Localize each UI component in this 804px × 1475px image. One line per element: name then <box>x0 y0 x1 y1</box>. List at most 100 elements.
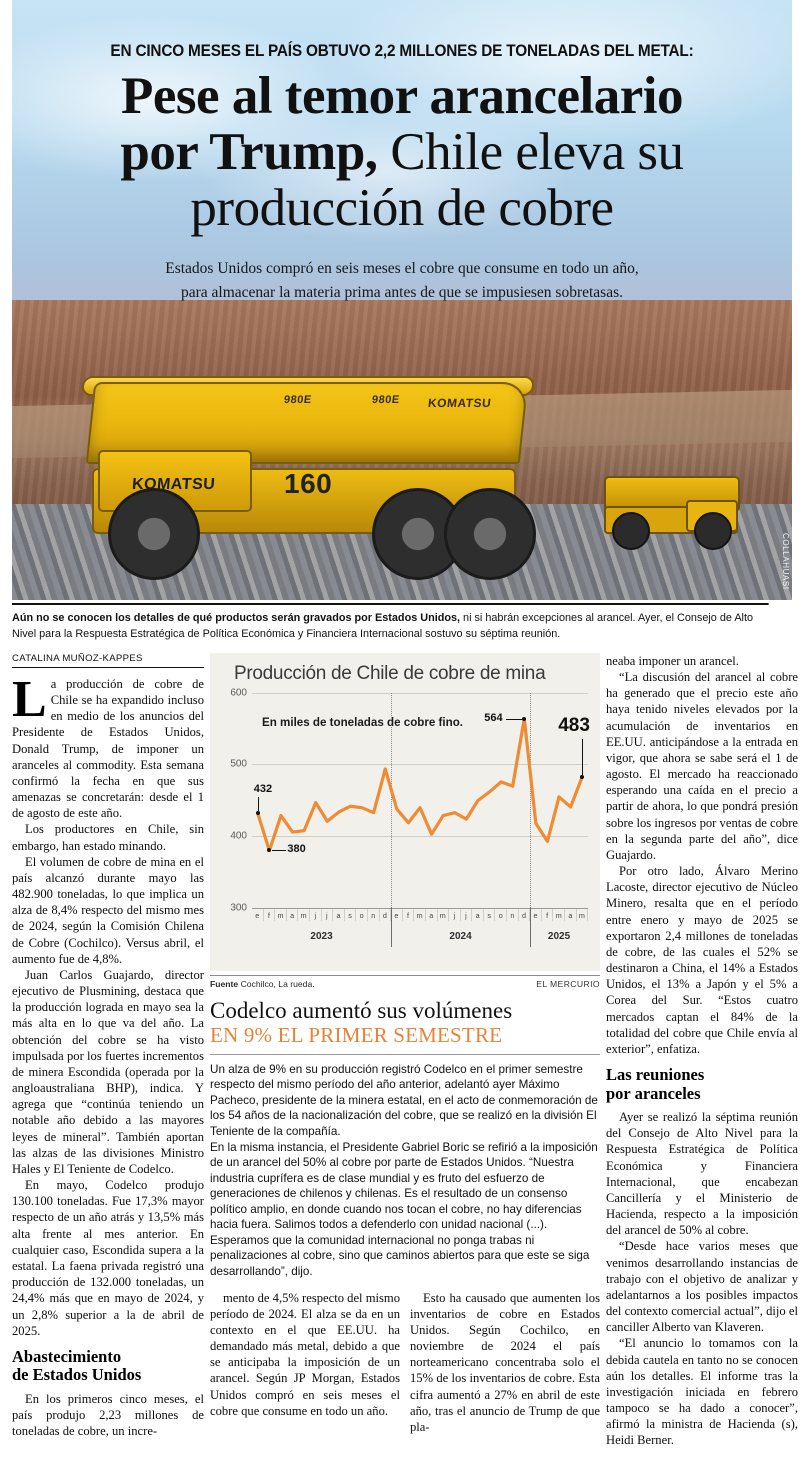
chart-gridline <box>252 764 588 766</box>
chart-month-tick: d <box>519 908 531 921</box>
chart-year-separator <box>530 906 532 947</box>
chart-data-point <box>580 774 585 779</box>
chart-gridline <box>252 692 588 694</box>
headline-block: EN CINCO MESES EL PAÍS OBTUVO 2,2 MILLON… <box>12 0 792 305</box>
chart-annotation: 380 <box>287 843 306 856</box>
chart-month-tick: s <box>345 908 357 921</box>
chart-y-tick: 600 <box>230 687 247 699</box>
paragraph: Juan Carlos Guajardo, director ejecutivo… <box>12 967 204 1176</box>
paragraph: “La discusión del arancel al cobre ha ge… <box>606 669 798 862</box>
chart-annotation-leader <box>272 850 287 852</box>
byline: CATALINA MUÑOZ-KAPPES <box>12 653 204 668</box>
divider <box>210 1053 600 1055</box>
subhead-line-2: por aranceles <box>606 1083 701 1103</box>
paragraph: Por otro lado, Álvaro Merino Lacoste, di… <box>606 864 798 1056</box>
chart-month-tick: o <box>495 908 508 921</box>
chart-brand: EL MERCURIO <box>536 978 600 989</box>
left-column-text-cont: En los primeros cinco meses, el país pro… <box>12 1391 204 1440</box>
chart-month-tick: j <box>449 908 461 921</box>
drop-cap: L <box>12 670 47 728</box>
photo-caption: Aún no se conocen los detalles de qué pr… <box>12 603 769 643</box>
chart-y-tick: 300 <box>230 902 247 914</box>
paragraph: Los productores en Chile, sin embargo, h… <box>12 822 204 853</box>
standfirst-line-2: para almacenar la materia prima antes de… <box>181 283 623 301</box>
chart-year-label: 2023 <box>310 930 333 942</box>
subhead-line-2: de Estados Unidos <box>12 1365 142 1385</box>
chart-year-separator <box>391 906 393 947</box>
chart-month-tick: a <box>426 908 438 921</box>
truck-model-label: 980E <box>371 394 401 406</box>
chart-month-tick: j <box>322 908 334 921</box>
chart-note: En miles de toneladas de cobre fino. <box>262 715 464 729</box>
secondary-truck-wheel <box>694 512 732 550</box>
secondary-truck-icon <box>598 470 746 552</box>
chart-annotation: 432 <box>253 783 273 796</box>
photo-caption-lead: Aún no se conocen los detalles de qué pr… <box>12 612 461 624</box>
chart-month-tick: f <box>542 908 554 921</box>
chart-annotation-leader <box>506 718 523 720</box>
chart-month-tick: o <box>356 908 368 921</box>
chart-data-point <box>255 811 260 816</box>
haul-truck-icon: KOMATSU 160 980E 980E KOMATSU <box>72 372 536 582</box>
chart-year-divider <box>530 692 532 908</box>
chart-gridline <box>252 836 588 838</box>
chart-month-tick: a <box>333 908 345 921</box>
paragraph: En la misma instancia, el Presidente Gab… <box>210 1140 598 1279</box>
chart-title: Producción de Chile de cobre de mina <box>234 662 546 684</box>
chart-data-point <box>267 848 272 853</box>
paragraph: “Desde hace varios meses que venimos des… <box>606 1239 798 1335</box>
chart-year-label: 2025 <box>547 930 571 942</box>
chart-month-tick: n <box>368 908 380 921</box>
chart-month-tick: m <box>577 908 589 921</box>
chart-plot-area: 300 400 500 600 432 380 564 483 <box>230 687 590 913</box>
chart-month-tick: m <box>553 908 566 921</box>
chart-month-tick: m <box>414 908 426 921</box>
chart-annotation: 483 <box>558 714 590 736</box>
paragraph: Un alza de 9% en su producción registró … <box>210 1062 598 1138</box>
chart-month-tick: m <box>275 908 287 921</box>
chart-year-label: 2024 <box>449 930 472 942</box>
paragraph-text: a producción de cobre de Chile se ha exp… <box>12 676 204 821</box>
bottom-column-right: Esto ha causado que aumenten los inventa… <box>410 1290 600 1436</box>
x-axis-line <box>252 907 588 909</box>
headline-line-3: producción de cobre <box>190 178 614 237</box>
subhead-line-1: Las reuniones <box>606 1065 705 1085</box>
chart-month-tick: d <box>380 908 392 921</box>
photo-caption-rest: ni si habrán excepciones al arancel. Aye… <box>12 612 754 640</box>
bottom-two-columns: mento de 4,5% respecto del mismo período… <box>210 1290 600 1436</box>
photo-credit: COLLAHUASI <box>781 533 790 590</box>
codelco-headline-line-1: Codelco aumentó sus volúmenes <box>210 997 513 1023</box>
secondary-truck-wheel <box>612 512 650 550</box>
bottom-column-left: mento de 4,5% respecto del mismo período… <box>210 1290 400 1436</box>
truck-wheel <box>444 488 536 580</box>
truck-number-label: 160 <box>284 468 333 499</box>
chart-month-tick: a <box>287 908 299 921</box>
right-column-text-cont: Ayer se realizó la séptima reunión del C… <box>606 1109 798 1449</box>
chart-source-label: Fuente <box>210 978 239 989</box>
chart-month-tick: a <box>472 908 484 921</box>
paragraph: El volumen de cobre de mina en el país a… <box>12 854 204 966</box>
headline-line-2: por Trump, Chile eleva su <box>12 125 792 179</box>
standfirst-line-1: Estados Unidos compró en seis meses el c… <box>165 259 639 277</box>
paragraph: En mayo, Codelco produjo 130.100 tonelad… <box>12 1178 204 1338</box>
hero-photo: KOMATSU 160 980E 980E KOMATSU COLLAHUASI… <box>12 0 792 600</box>
chart-month-tick: e <box>252 908 264 921</box>
codelco-text: Un alza de 9% en su producción registró … <box>210 1062 600 1280</box>
paragraph: Ayer se realizó la séptima reunión del C… <box>606 1110 798 1238</box>
paragraph: “El anuncio lo tomamos con la debida cau… <box>606 1336 798 1448</box>
headline-line-2-bold: por Trump, <box>120 122 378 181</box>
chart-annotation-leader <box>582 738 584 775</box>
paragraph: mento de 4,5% respecto del mismo período… <box>210 1290 400 1418</box>
chart-month-tick: m <box>438 908 450 921</box>
chart-annotation: 564 <box>484 711 503 724</box>
kicker: EN CINCO MESES EL PAÍS OBTUVO 2,2 MILLON… <box>110 42 694 60</box>
truck-brand-label: KOMATSU <box>131 476 216 493</box>
chart: Producción de Chile de cobre de mina En … <box>210 652 600 971</box>
chart-month-tick: s <box>484 908 496 921</box>
